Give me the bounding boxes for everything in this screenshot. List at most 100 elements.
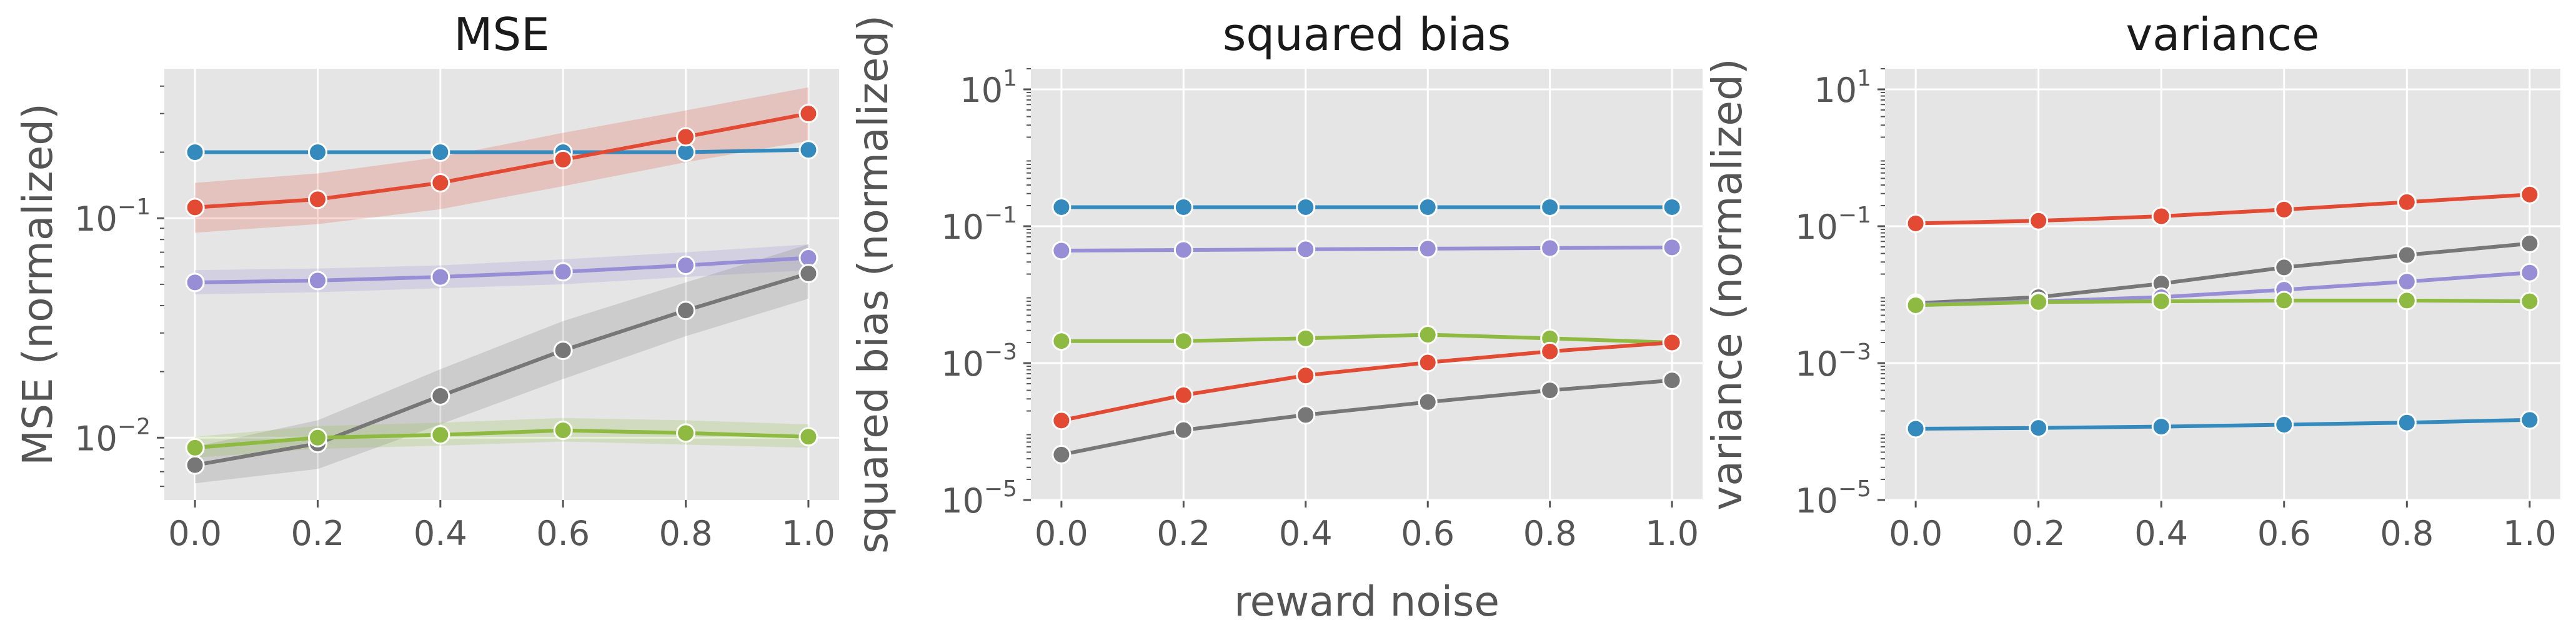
green-data-point: [430, 425, 450, 445]
red-data-point: [307, 189, 327, 209]
gray-data-point: [2274, 258, 2294, 278]
blue-data-point: [2520, 410, 2540, 430]
gray-data-point: [185, 455, 205, 475]
gray-data-point: [2520, 234, 2540, 254]
purple-series-line: [1061, 245, 1673, 252]
gray-data-point: [1662, 371, 1682, 391]
red-data-point: [798, 104, 818, 124]
gray-data-point: [1418, 392, 1438, 412]
blue-data-point: [1173, 197, 1193, 217]
x-tick-label: 0.8: [2380, 514, 2434, 553]
blue-series-line: [195, 148, 808, 154]
x-tick-label: 0.0: [168, 514, 222, 553]
red-data-point: [1418, 352, 1438, 372]
purple-series-line: [195, 256, 809, 284]
green-data-point: [2397, 291, 2417, 311]
green-series-line: [1061, 332, 1673, 344]
blue-data-point: [1906, 419, 1926, 439]
purple-data-point: [1296, 239, 1316, 259]
blue-data-point: [185, 142, 205, 162]
blue-data-point: [1418, 197, 1438, 217]
x-tick-label: 1.0: [782, 514, 835, 553]
green-series-line: [1916, 298, 2530, 308]
purple-data-point: [1052, 241, 1072, 261]
gray-data-point: [676, 301, 696, 321]
green-data-point: [1906, 295, 1926, 315]
green-data-point: [307, 428, 327, 448]
red-data-point: [1662, 332, 1682, 352]
x-axis-label: reward noise: [1234, 578, 1499, 626]
green-data-point: [1052, 331, 1072, 351]
red-data-point: [2151, 206, 2171, 226]
y-tick-label: 10−5: [1795, 476, 1871, 521]
y-tick-label: 10−3: [941, 339, 1017, 384]
red-series-line: [1916, 192, 2530, 226]
x-tick-label: 0.0: [1889, 514, 1942, 553]
x-tick-label: 0.4: [1279, 514, 1333, 553]
x-tick-label: 0.6: [536, 514, 590, 553]
blue-data-point: [1296, 197, 1316, 217]
red-data-point: [1052, 411, 1072, 431]
red-data-point: [1173, 385, 1193, 405]
green-data-point: [185, 438, 205, 458]
green-data-point: [1173, 331, 1193, 351]
red-data-point: [430, 173, 450, 193]
x-tick-label: 0.2: [2012, 514, 2066, 553]
green-series-line: [194, 428, 808, 450]
purple-data-point: [430, 267, 450, 287]
panel-0: 0.0 0.2 0.4 0.6 0.8 1.0 10−1 10−2 MSE MSE (normal…: [14, 8, 839, 553]
red-data-point: [553, 149, 573, 169]
red-series-line: [1061, 341, 1673, 422]
red-data-point: [185, 198, 205, 218]
purple-data-point: [307, 271, 327, 291]
blue-data-point: [2151, 417, 2171, 437]
purple-data-point: [676, 256, 696, 276]
green-data-point: [2029, 292, 2049, 312]
blue-data-point: [2274, 415, 2294, 435]
gray-series-line: [1915, 241, 2530, 306]
plot-area: [1885, 69, 2560, 500]
green-data-point: [2151, 291, 2171, 311]
red-data-point: [2029, 211, 2049, 231]
blue-data-point: [798, 140, 818, 160]
purple-data-point: [1418, 239, 1438, 259]
x-tick-label: 0.6: [1401, 514, 1455, 553]
blue-data-point: [2397, 412, 2417, 432]
green-data-point: [1296, 328, 1316, 348]
gray-series-line: [194, 271, 809, 468]
plot-area: [1031, 69, 1703, 500]
gray-data-point: [1052, 444, 1072, 464]
panel-title: variance: [2126, 8, 2320, 61]
blue-series-line: [1916, 418, 2530, 431]
x-tick-label: 1.0: [2503, 514, 2557, 553]
x-tick-label: 0.8: [1523, 514, 1577, 553]
y-tick-label: 101: [1814, 66, 1871, 110]
x-tick-label: 0.0: [1035, 514, 1088, 553]
red-data-point: [2274, 199, 2294, 219]
gray-data-point: [553, 341, 573, 361]
y-tick-label: 10−5: [941, 476, 1017, 521]
blue-data-point: [307, 142, 327, 162]
red-data-point: [1906, 213, 1926, 233]
purple-data-point: [1540, 238, 1560, 258]
panel-1: 0.0 0.2 0.4 0.6 0.8 1.0 101 10−1 10−3 10−5 squared…: [849, 8, 1703, 626]
gray-data-point: [1173, 420, 1193, 440]
blue-data-point: [1052, 197, 1072, 217]
purple-data-point: [1662, 238, 1682, 258]
y-tick-label: 10−1: [941, 202, 1017, 247]
y-tick-label: 10−1: [74, 194, 151, 239]
blue-data-point: [1540, 197, 1560, 217]
panel-2: 0.0 0.2 0.4 0.6 0.8 1.0 101 10−1 10−3 10−5 varianc…: [1703, 8, 2560, 553]
red-data-point: [676, 127, 696, 147]
gray-data-point: [1540, 381, 1560, 401]
red-data-point: [1296, 366, 1316, 386]
y-axis-label: squared bias (normalized): [849, 15, 897, 554]
red-data-point: [2520, 184, 2540, 204]
purple-data-point: [1173, 240, 1193, 260]
blue-data-point: [2029, 418, 2049, 438]
gray-data-point: [2397, 245, 2417, 265]
red-data-point: [1540, 341, 1560, 361]
blue-data-point: [430, 142, 450, 162]
green-data-point: [2520, 291, 2540, 311]
panel-title: squared bias: [1223, 8, 1511, 61]
